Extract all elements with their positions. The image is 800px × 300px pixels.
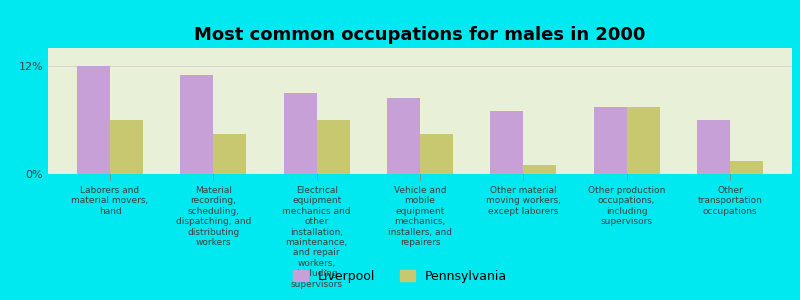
Text: Other material
moving workers,
except laborers: Other material moving workers, except la… (486, 186, 561, 216)
Bar (730, 160, 763, 174)
Bar (523, 165, 557, 174)
Bar (626, 106, 660, 174)
Text: Electrical
equipment
mechanics and
other
installation,
maintenance,
and repair
w: Electrical equipment mechanics and other… (282, 186, 351, 289)
Text: Material
recording,
scheduling,
dispatching, and
distributing
workers: Material recording, scheduling, dispatch… (176, 186, 251, 247)
Bar (594, 106, 626, 174)
Bar (284, 93, 317, 174)
Bar (490, 111, 523, 174)
Bar (180, 75, 214, 174)
Text: Other
transportation
occupations: Other transportation occupations (698, 186, 762, 216)
Bar (697, 120, 730, 174)
Text: Laborers and
material movers,
hand: Laborers and material movers, hand (71, 186, 149, 216)
Text: Other production
occupations,
including
supervisors: Other production occupations, including … (588, 186, 666, 226)
Bar (317, 120, 350, 174)
Bar (387, 98, 420, 174)
Legend: Liverpool, Pennsylvania: Liverpool, Pennsylvania (288, 265, 512, 288)
Title: Most common occupations for males in 2000: Most common occupations for males in 200… (194, 26, 646, 44)
Bar (77, 66, 110, 174)
Bar (214, 134, 246, 174)
Bar (110, 120, 143, 174)
Bar (420, 134, 453, 174)
Text: Vehicle and
mobile
equipment
mechanics,
installers, and
repairers: Vehicle and mobile equipment mechanics, … (388, 186, 452, 247)
